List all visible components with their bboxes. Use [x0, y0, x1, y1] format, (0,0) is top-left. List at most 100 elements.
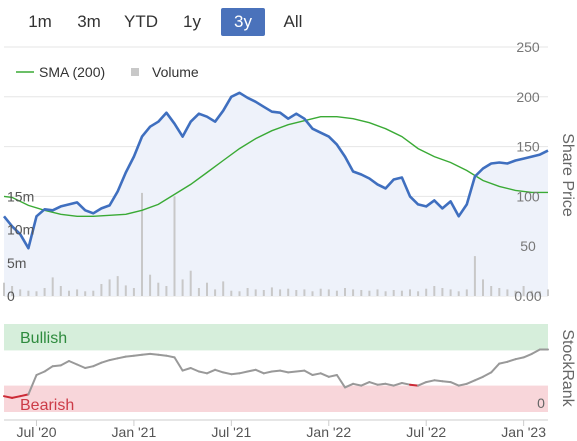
stockrank-segment — [189, 367, 200, 373]
stockrank-segment — [530, 348, 541, 355]
stockrank-segment — [287, 370, 298, 374]
stockrank-segment — [368, 381, 379, 386]
volume-bar — [141, 192, 143, 296]
stockrank-segment — [295, 369, 306, 373]
volume-bar — [506, 289, 509, 296]
stockrank-segment — [490, 362, 501, 374]
bullish-band — [4, 324, 548, 351]
stockrank-segment — [27, 374, 38, 396]
volume-tick-label: 15m — [7, 188, 34, 204]
volume-bar — [392, 290, 395, 296]
stockrank-segment — [173, 356, 184, 372]
volume-bar — [59, 286, 62, 296]
volume-bar — [197, 288, 200, 296]
legend: SMA (200) Volume — [16, 64, 199, 80]
stockrank-segment — [506, 358, 517, 363]
volume-bar — [165, 286, 168, 296]
range-all-button[interactable]: All — [283, 12, 303, 31]
volume-tick-label: 5m — [7, 255, 26, 271]
volume-bar — [124, 285, 127, 296]
stockrank-segment — [344, 382, 355, 389]
share-price-tick-label: 50 — [520, 238, 536, 254]
volume-bar — [335, 290, 338, 296]
share-price-tick-label: 150 — [516, 139, 540, 155]
range-1y-button[interactable]: 1y — [183, 12, 201, 31]
stockrank-segment — [262, 370, 273, 375]
range-3m-button[interactable]: 3m — [77, 12, 101, 31]
volume-bar — [132, 288, 135, 296]
stockrank-segment — [417, 381, 428, 387]
stockrank-segment — [132, 353, 143, 357]
stockrank-tick-label: 0 — [537, 395, 545, 411]
volume-bar — [254, 289, 257, 296]
volume-bar — [11, 286, 14, 296]
volume-bar — [498, 288, 501, 296]
stockrank-segment — [409, 383, 420, 387]
volume-bar — [482, 279, 484, 296]
sma-series — [3, 116, 548, 217]
x-tick-label: Jul '21 — [211, 424, 251, 440]
stockrank-segment — [425, 379, 436, 384]
volume-bar — [287, 288, 290, 296]
stockrank-segment — [181, 367, 192, 372]
legend-sma-label[interactable]: SMA (200) — [39, 64, 105, 80]
price-area — [4, 92, 548, 296]
bearish-label: Bearish — [20, 397, 74, 414]
stockrank-segment — [360, 381, 371, 387]
volume-bar — [222, 281, 225, 296]
stockrank-segment — [433, 379, 444, 383]
volume-bar — [522, 286, 525, 296]
stockrank-segment — [157, 353, 168, 357]
volume-bar — [319, 288, 322, 296]
legend-volume-label[interactable]: Volume — [152, 64, 199, 80]
stockrank-bands — [4, 324, 548, 412]
volume-bar — [68, 290, 70, 296]
range-3y-button[interactable]: 3y — [221, 8, 265, 36]
stockrank-segment — [3, 395, 14, 399]
stockrank-segment — [43, 365, 54, 373]
range-ytd-button[interactable]: YTD — [124, 12, 158, 31]
volume-bar — [173, 196, 176, 297]
volume-tick-label: 10m — [7, 222, 34, 238]
volume-bar — [352, 289, 355, 296]
volume-bar — [84, 291, 87, 296]
volume-bar — [449, 289, 452, 296]
stockrank-segment — [230, 372, 241, 376]
stockrank-segment — [124, 354, 135, 358]
bearish-band — [4, 385, 548, 412]
stockrank-segment — [384, 382, 395, 387]
stockrank-segment — [465, 379, 476, 385]
volume-bar — [457, 291, 460, 296]
x-axis-ticks: Jul '20 Jan '21 Jul '21 Jan '22 Jul '22 Jan '… — [16, 420, 546, 440]
stockrank-segment — [214, 368, 225, 374]
stockrank-axis-title: StockRank — [559, 329, 576, 407]
volume-bar — [538, 291, 541, 296]
range-1m-button[interactable]: 1m — [28, 12, 52, 31]
volume-bar — [230, 290, 233, 296]
stockrank-segment — [76, 363, 87, 369]
volume-bar — [27, 290, 30, 296]
volume-bar — [433, 286, 436, 296]
stockrank-segment — [51, 364, 62, 368]
volume-bar — [409, 289, 411, 296]
share-price-tick-label: 0.00 — [514, 288, 541, 304]
x-tick-label: Jul '20 — [16, 424, 56, 440]
share-price-axis: 250 200 150 100 50 0.00 — [514, 39, 541, 304]
volume-bar — [465, 289, 468, 296]
volume-bar — [157, 282, 160, 296]
volume-bar — [108, 279, 111, 296]
stockrank-segment — [482, 371, 493, 378]
stockrank-segment — [352, 382, 363, 387]
stockrank-segment — [441, 380, 452, 384]
volume-bar — [100, 284, 103, 296]
volume-bar — [311, 291, 314, 296]
stockrank-segment — [522, 352, 533, 359]
stockrank-segment — [514, 356, 525, 361]
volume-bar — [441, 288, 444, 296]
stockrank-segment — [222, 371, 233, 376]
stockrank-segment — [473, 375, 484, 382]
volume-bar — [279, 289, 282, 296]
price-line — [2, 91, 549, 250]
stockrank-segment — [457, 382, 468, 387]
